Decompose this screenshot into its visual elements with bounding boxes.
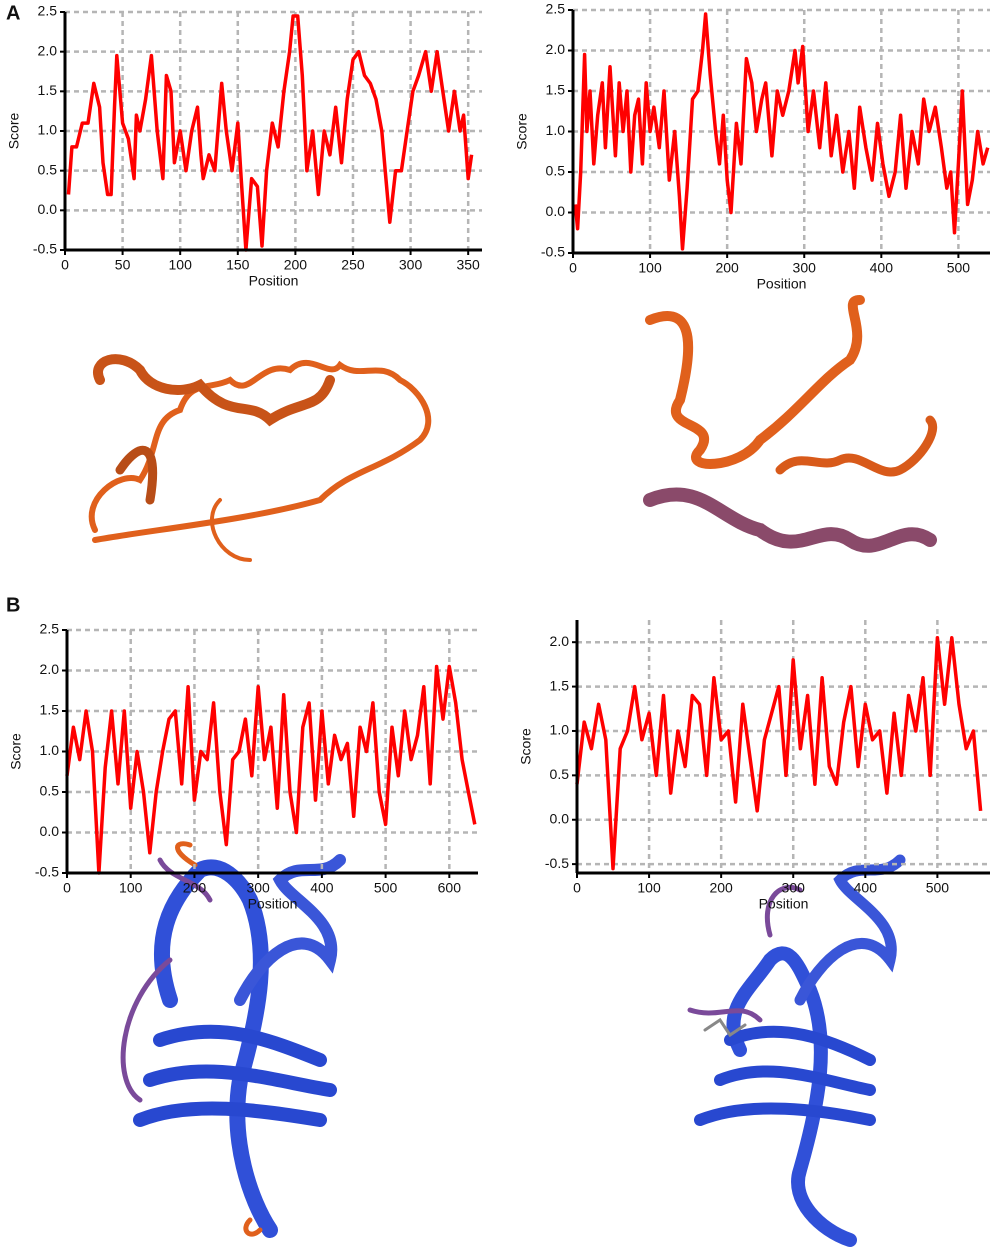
y-axis-label: Score	[518, 728, 534, 765]
x-tick-label: 400	[854, 880, 878, 896]
x-tick-label: 200	[284, 257, 308, 273]
x-tick-label: 400	[310, 880, 334, 896]
x-tick-label: 300	[246, 880, 270, 896]
y-tick-label: 0.5	[550, 766, 570, 782]
y-tick-label: 1.5	[550, 677, 570, 693]
x-tick-label: 600	[438, 880, 462, 896]
x-tick-label: 300	[782, 880, 806, 896]
y-tick-label: -0.5	[541, 244, 565, 260]
panel-label: A	[6, 2, 20, 24]
y-tick-label: 2.5	[38, 3, 58, 19]
y-tick-label: 1.5	[546, 82, 566, 98]
x-tick-label: 200	[709, 880, 733, 896]
x-tick-label: 100	[169, 257, 193, 273]
y-tick-label: 0.0	[546, 203, 566, 219]
x-axis-label: Position	[248, 896, 298, 912]
x-tick-label: 250	[341, 257, 365, 273]
y-tick-label: 0.0	[40, 823, 60, 839]
y-tick-label: 1.5	[40, 702, 60, 718]
protein-structure	[88, 295, 938, 1247]
y-tick-label: 1.5	[38, 82, 58, 98]
x-tick-label: 100	[638, 260, 662, 276]
y-tick-label: -0.5	[33, 241, 57, 257]
x-axis-label: Position	[757, 276, 807, 292]
y-tick-label: 1.0	[38, 122, 58, 138]
x-tick-label: 50	[115, 257, 131, 273]
panel-label: B	[6, 594, 20, 616]
line	[575, 636, 983, 871]
x-tick-label: 0	[569, 260, 577, 276]
y-tick-label: 0.5	[40, 783, 60, 799]
y-tick-label: 1.0	[546, 122, 566, 138]
y-tick-label: -0.5	[545, 855, 569, 871]
x-tick-label: 100	[119, 880, 143, 896]
x-tick-label: 0	[61, 257, 69, 273]
x-tick-label: 100	[637, 880, 661, 896]
y-tick-label: 1.0	[40, 742, 60, 758]
x-axis-label: Position	[249, 273, 299, 289]
x-tick-label: 500	[926, 880, 950, 896]
y-tick-label: -0.5	[35, 864, 59, 880]
y-tick-label: 0.0	[550, 810, 570, 826]
y-tick-label: 0.5	[38, 161, 58, 177]
y-axis-label: Score	[514, 113, 530, 150]
y-tick-label: 2.0	[40, 661, 60, 677]
y-axis-label: Score	[8, 733, 24, 770]
x-tick-label: 500	[374, 880, 398, 896]
y-tick-label: 2.0	[38, 42, 58, 58]
y-axis-label: Score	[6, 113, 22, 150]
x-tick-label: 350	[456, 257, 480, 273]
x-axis-label: Position	[759, 896, 809, 912]
x-tick-label: 300	[793, 260, 817, 276]
x-tick-label: 200	[715, 260, 739, 276]
y-tick-label: 2.0	[546, 41, 566, 57]
y-tick-label: 2.0	[550, 633, 570, 649]
y-tick-label: 0.5	[546, 163, 566, 179]
x-tick-label: 300	[399, 257, 423, 273]
y-tick-label: 0.0	[38, 201, 58, 217]
x-tick-label: 0	[63, 880, 71, 896]
x-tick-label: 500	[947, 260, 971, 276]
y-tick-label: 2.5	[40, 621, 60, 637]
y-tick-label: 1.0	[550, 722, 570, 738]
y-tick-label: 2.5	[546, 1, 566, 17]
x-tick-label: 150	[226, 257, 250, 273]
line	[66, 14, 474, 252]
x-tick-label: 200	[183, 880, 207, 896]
x-tick-label: 0	[573, 880, 581, 896]
x-tick-label: 400	[870, 260, 894, 276]
line	[573, 12, 990, 251]
line	[65, 664, 477, 875]
